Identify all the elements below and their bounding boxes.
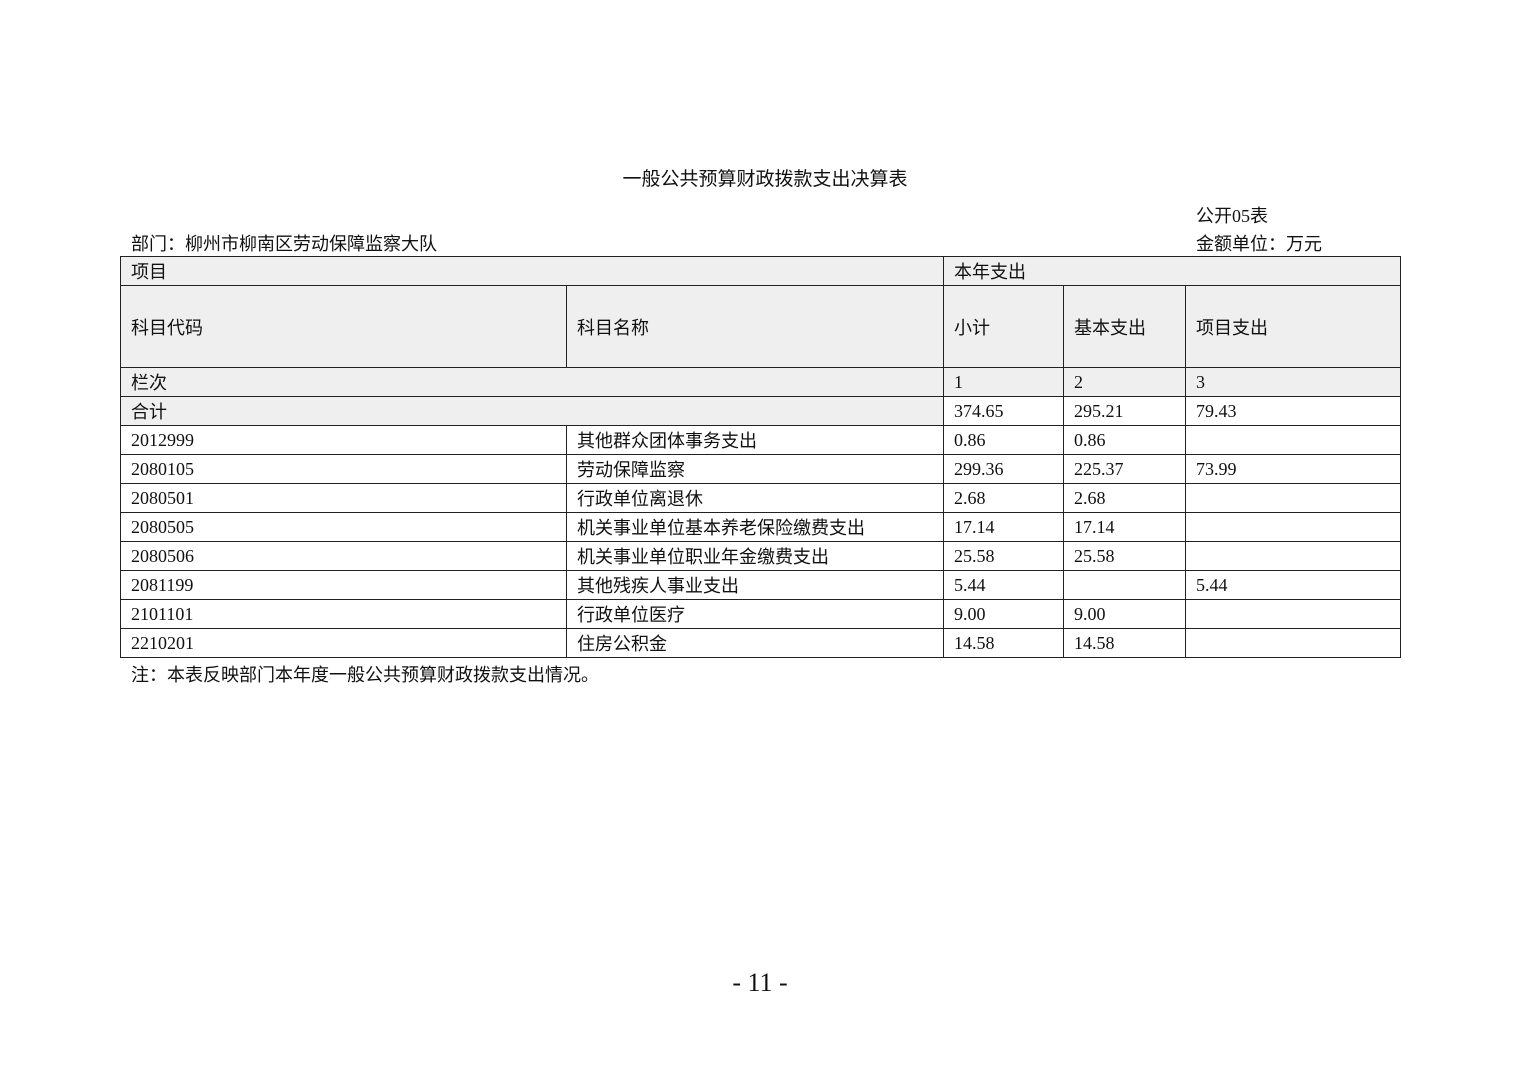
cell-code: 2080505: [120, 512, 567, 542]
cell-subtotal: 2.68: [943, 483, 1064, 513]
cell-name: 劳动保障监察: [566, 454, 944, 484]
unit-label: 金额单位：万元: [1196, 234, 1322, 254]
cell-code: 2101101: [120, 599, 567, 629]
cell-basic: 17.14: [1063, 512, 1186, 542]
cell-basic: [1063, 570, 1186, 600]
cell-basic: 0.86: [1063, 425, 1186, 455]
header-name: 科目名称: [566, 285, 944, 368]
cell-name: 机关事业单位职业年金缴费支出: [566, 541, 944, 571]
total-subtotal: 374.65: [943, 396, 1064, 426]
cell-project: [1184, 599, 1402, 629]
table-note: 注：本表反映部门本年度一般公共预算财政拨款支出情况。: [131, 665, 599, 685]
cell-code: 2081199: [120, 570, 567, 600]
cell-subtotal: 0.86: [943, 425, 1064, 455]
header-item: 项目: [120, 256, 944, 286]
column-number-3: 3: [1184, 367, 1402, 397]
cell-code: 2080105: [120, 454, 567, 484]
cell-subtotal: 299.36: [943, 454, 1064, 484]
cell-name: 机关事业单位基本养老保险缴费支出: [566, 512, 944, 542]
cell-project: [1184, 425, 1402, 455]
header-code: 科目代码: [120, 285, 567, 368]
cell-project: [1184, 512, 1402, 542]
total-row: 合计 374.65 295.21 79.43: [120, 396, 1402, 426]
table-row: 2210201 住房公积金 14.58 14.58: [120, 628, 1402, 658]
cell-name: 其他残疾人事业支出: [566, 570, 944, 600]
table-row: 2080505 机关事业单位基本养老保险缴费支出 17.14 17.14: [120, 512, 1402, 542]
cell-subtotal: 17.14: [943, 512, 1064, 542]
table-row: 2081199 其他残疾人事业支出 5.44 5.44: [120, 570, 1402, 600]
cell-project: 5.44: [1184, 570, 1402, 600]
table-row: 2080105 劳动保障监察 299.36 225.37 73.99: [120, 454, 1402, 484]
expenditure-table: 项目 本年支出 科目代码 科目名称 小计 基本支出 项目支出 栏次 1 2 3 …: [120, 256, 1402, 658]
cell-code: 2080506: [120, 541, 567, 571]
cell-code: 2080501: [120, 483, 567, 513]
total-label: 合计: [120, 396, 944, 426]
table-row: 2101101 行政单位医疗 9.00 9.00: [120, 599, 1402, 629]
header-subtotal: 小计: [943, 285, 1064, 368]
cell-basic: 9.00: [1063, 599, 1186, 629]
cell-basic: 25.58: [1063, 541, 1186, 571]
header-basic: 基本支出: [1063, 285, 1186, 368]
cell-code: 2210201: [120, 628, 567, 658]
cell-subtotal: 5.44: [943, 570, 1064, 600]
column-number-label: 栏次: [120, 367, 944, 397]
cell-basic: 225.37: [1063, 454, 1186, 484]
cell-project: 73.99: [1184, 454, 1402, 484]
page-title: 一般公共预算财政拨款支出决算表: [622, 169, 908, 190]
cell-subtotal: 14.58: [943, 628, 1064, 658]
column-number-row: 栏次 1 2 3: [120, 367, 1402, 397]
header-row-1: 项目 本年支出: [120, 256, 1402, 286]
cell-project: [1184, 483, 1402, 513]
cell-subtotal: 9.00: [943, 599, 1064, 629]
cell-name: 行政单位医疗: [566, 599, 944, 629]
table-row: 2080506 机关事业单位职业年金缴费支出 25.58 25.58: [120, 541, 1402, 571]
page-number: - 11 -: [732, 968, 788, 997]
cell-basic: 2.68: [1063, 483, 1186, 513]
cell-subtotal: 25.58: [943, 541, 1064, 571]
cell-code: 2012999: [120, 425, 567, 455]
cell-name: 行政单位离退休: [566, 483, 944, 513]
table-row: 2080501 行政单位离退休 2.68 2.68: [120, 483, 1402, 513]
header-project: 项目支出: [1184, 285, 1402, 368]
cell-basic: 14.58: [1063, 628, 1186, 658]
cell-project: [1184, 628, 1402, 658]
cell-name: 其他群众团体事务支出: [566, 425, 944, 455]
cell-project: [1184, 541, 1402, 571]
header-row-2: 科目代码 科目名称 小计 基本支出 项目支出: [120, 285, 1402, 368]
department-label: 部门：柳州市柳南区劳动保障监察大队: [131, 234, 437, 254]
total-basic: 295.21: [1063, 396, 1186, 426]
column-number-2: 2: [1063, 367, 1186, 397]
total-project: 79.43: [1184, 396, 1402, 426]
table-row: 2012999 其他群众团体事务支出 0.86 0.86: [120, 425, 1402, 455]
header-current-year: 本年支出: [942, 256, 1402, 286]
column-number-1: 1: [943, 367, 1064, 397]
cell-name: 住房公积金: [566, 628, 944, 658]
table-number: 公开05表: [1196, 206, 1268, 226]
